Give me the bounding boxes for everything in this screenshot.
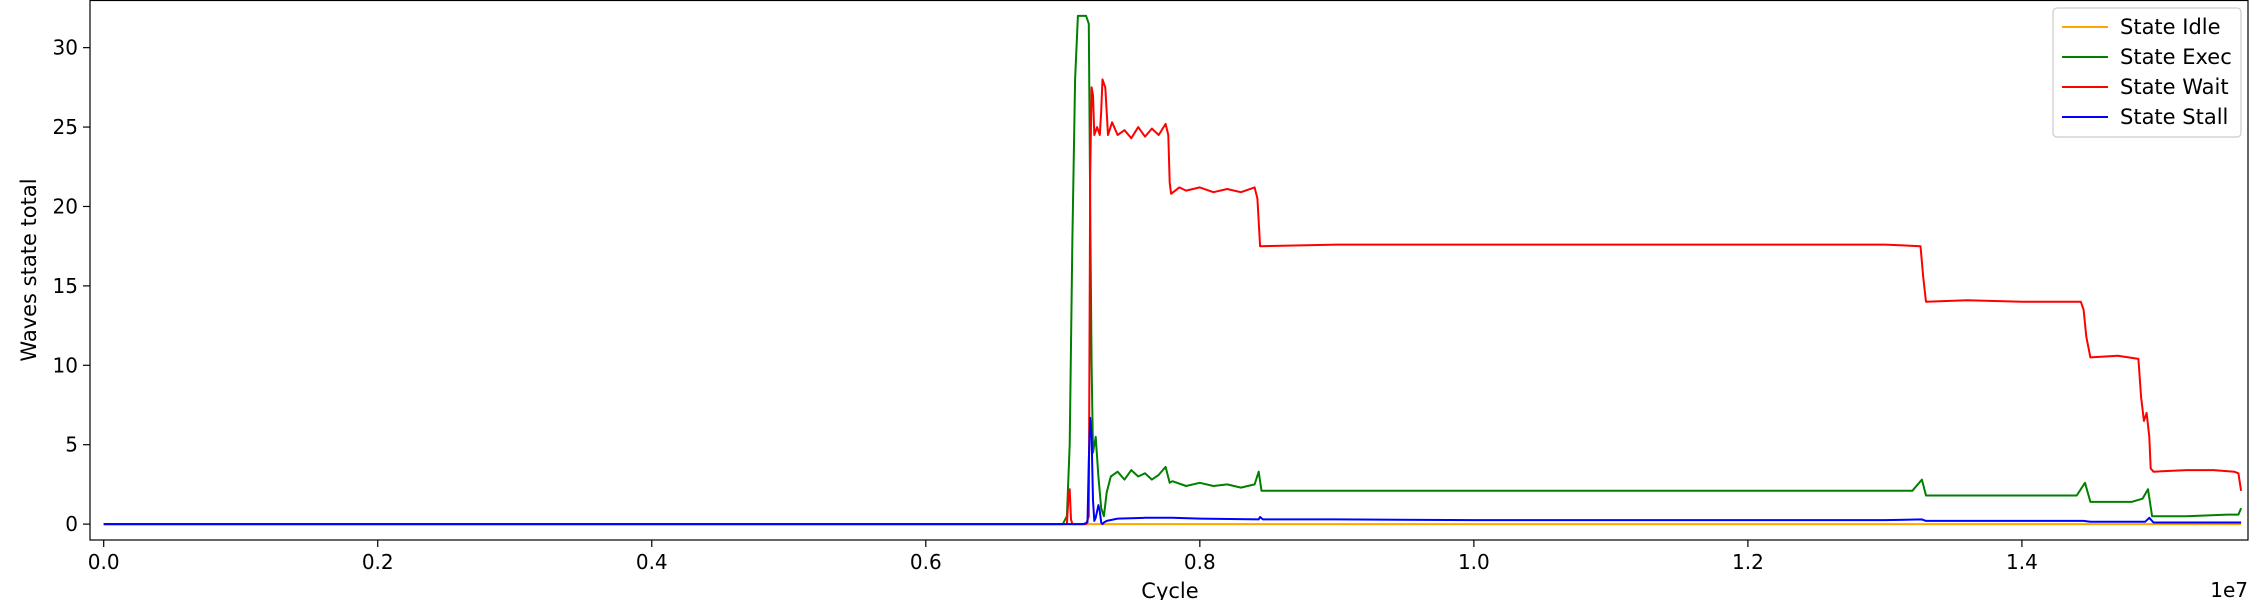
y-tick-label: 30 xyxy=(53,36,78,60)
x-axis-label: Cycle xyxy=(1141,579,1198,600)
y-axis: 0 5 10 15 20 25 30 xyxy=(53,36,90,536)
plot-background xyxy=(90,0,2248,540)
y-tick-label: 15 xyxy=(53,274,78,298)
series-line-state-stall xyxy=(103,416,2242,526)
x-tick-label: 1.0 xyxy=(1458,550,1490,574)
x-tick-label: 1.4 xyxy=(2006,550,2038,574)
y-tick-label: 20 xyxy=(53,194,78,218)
legend-label: State Idle xyxy=(2120,15,2221,39)
y-tick-label: 5 xyxy=(65,433,78,457)
x-tick-label: 0.2 xyxy=(362,550,394,574)
x-tick-label: 1.2 xyxy=(1732,550,1764,574)
x-tick-label: 0.0 xyxy=(88,550,120,574)
legend: State Idle State Exec State Wait State Stal… xyxy=(2052,7,2242,138)
plot-frame xyxy=(89,0,2249,541)
x-tick-label: 0.8 xyxy=(1184,550,1216,574)
x-offset-label: 1e7 xyxy=(2210,578,2248,600)
legend-label: State Stall xyxy=(2120,105,2228,129)
series-line-state-wait xyxy=(103,78,2243,526)
y-tick-label: 10 xyxy=(53,353,78,377)
legend-box xyxy=(2052,7,2242,138)
legend-label: State Exec xyxy=(2120,45,2232,69)
series-layer xyxy=(103,14,2243,526)
x-tick-label: 0.6 xyxy=(910,550,942,574)
x-tick-label: 0.4 xyxy=(636,550,668,574)
y-tick-label: 0 xyxy=(65,512,78,536)
y-axis-label: Waves state total xyxy=(17,178,41,361)
x-axis: 0.0 0.2 0.4 0.6 0.8 1.0 1.2 1.4 xyxy=(88,540,2038,574)
legend-label: State Wait xyxy=(2120,75,2229,99)
y-tick-label: 25 xyxy=(53,115,78,139)
